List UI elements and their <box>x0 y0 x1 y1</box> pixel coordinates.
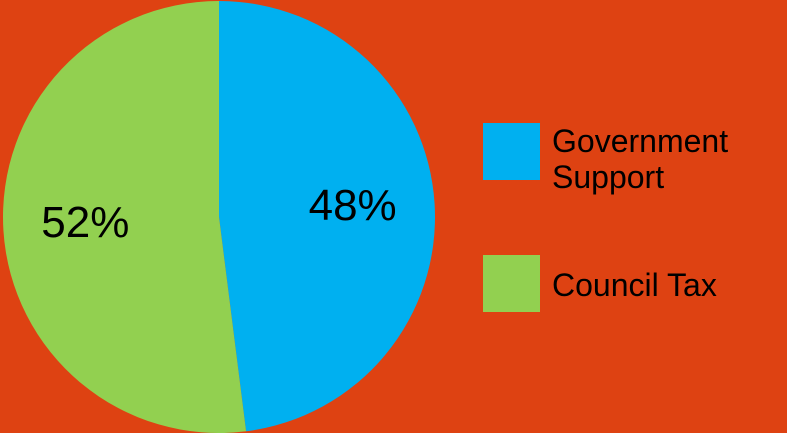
pie-slice-council-tax <box>3 1 247 433</box>
pie-slices <box>3 1 436 433</box>
pie-slice-labels: 48% 52% <box>41 181 396 247</box>
data-label-council-tax: 52% <box>41 198 129 247</box>
legend-label: Council Tax <box>552 267 717 303</box>
data-label-government-support: 48% <box>309 181 397 230</box>
legend-item-government-support: Government Support <box>483 123 728 195</box>
legend-swatch <box>483 255 540 312</box>
pie-slice-government-support <box>219 1 436 432</box>
legend-label: Government Support <box>552 123 728 195</box>
legend-swatch <box>483 123 540 180</box>
legend: Government Support Council Tax <box>483 123 728 312</box>
legend-item-council-tax: Council Tax <box>483 255 717 312</box>
